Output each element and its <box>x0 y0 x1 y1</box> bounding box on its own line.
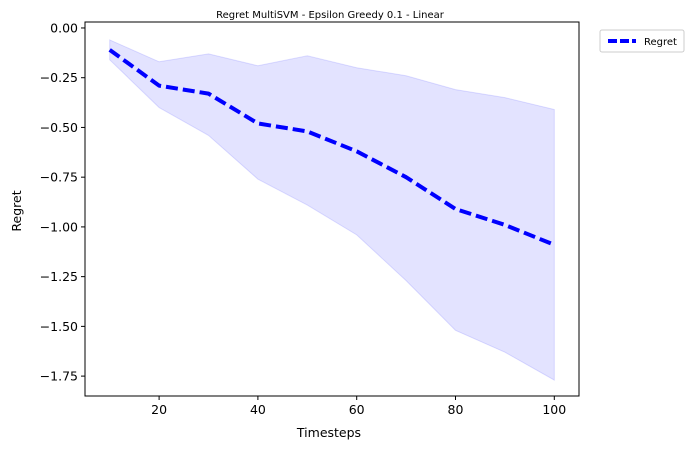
x-tick-label: 80 <box>448 402 464 417</box>
x-axis-label: Timesteps <box>296 425 361 440</box>
x-tick-label: 100 <box>542 402 566 417</box>
plot-area-frame <box>84 21 580 397</box>
y-tick-label: −1.00 <box>40 219 78 234</box>
x-tick-label: 40 <box>250 402 266 417</box>
x-tick-label: 60 <box>349 402 365 417</box>
legend: Regret <box>599 29 685 53</box>
y-tick-label: 0.00 <box>50 20 78 35</box>
legend-frame <box>599 29 685 53</box>
y-tick-label: −0.50 <box>40 120 78 135</box>
y-tick-label: −0.75 <box>40 170 78 185</box>
y-tick-label: −1.50 <box>40 319 78 334</box>
y-tick-label: −1.25 <box>40 269 78 284</box>
series-line-0 <box>108 48 556 247</box>
y-axis-label: Regret <box>9 190 24 231</box>
chart-title: Regret MultiSVM - Epsilon Greedy 0.1 - L… <box>216 10 445 21</box>
x-tick-label: 20 <box>151 402 167 417</box>
y-tick-label: −1.75 <box>40 369 78 384</box>
legend-label-regret: Regret <box>644 37 677 48</box>
confidence-band-0 <box>109 39 555 381</box>
y-tick-label: −0.25 <box>40 70 78 85</box>
